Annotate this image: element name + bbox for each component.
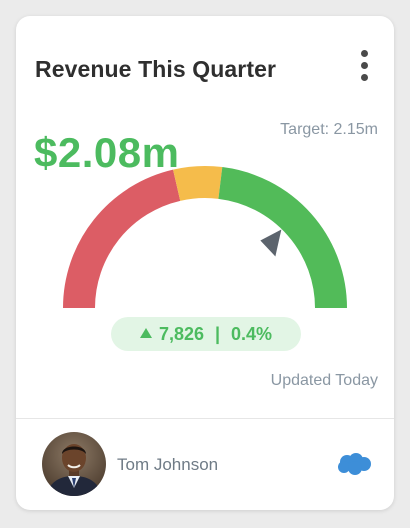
updated-label: Updated Today xyxy=(270,372,378,389)
revenue-value: $2.08m xyxy=(34,129,180,176)
gauge-segment-yellow xyxy=(173,166,223,201)
owner-name: Tom Johnson xyxy=(117,455,219,474)
delta-percent: 0.4% xyxy=(231,323,273,344)
more-vertical-icon-dot xyxy=(361,62,368,69)
salesforce-cloud-icon[interactable] xyxy=(336,452,372,476)
avatar[interactable] xyxy=(42,432,106,496)
gauge-pointer-icon xyxy=(260,229,282,257)
target-label: Target: 2.15m xyxy=(280,121,378,138)
delta-count: 7,826 xyxy=(158,323,204,344)
avatar-photo xyxy=(42,432,106,496)
more-options-button[interactable] xyxy=(355,49,375,83)
delta-badge: 7,826 | 0.4% xyxy=(111,317,301,351)
revenue-gauge xyxy=(63,166,347,309)
delta-separator: | xyxy=(214,323,221,344)
footer-divider xyxy=(16,418,394,419)
gauge-segment-red xyxy=(63,169,181,309)
gauge-segment-green xyxy=(218,167,347,309)
more-vertical-icon xyxy=(361,50,368,57)
revenue-card: Revenue This Quarter Target: 2.15m $2.08… xyxy=(16,16,394,510)
card-title: Revenue This Quarter xyxy=(35,56,277,82)
arrow-up-icon xyxy=(139,328,152,338)
more-vertical-icon-dot xyxy=(361,74,368,81)
